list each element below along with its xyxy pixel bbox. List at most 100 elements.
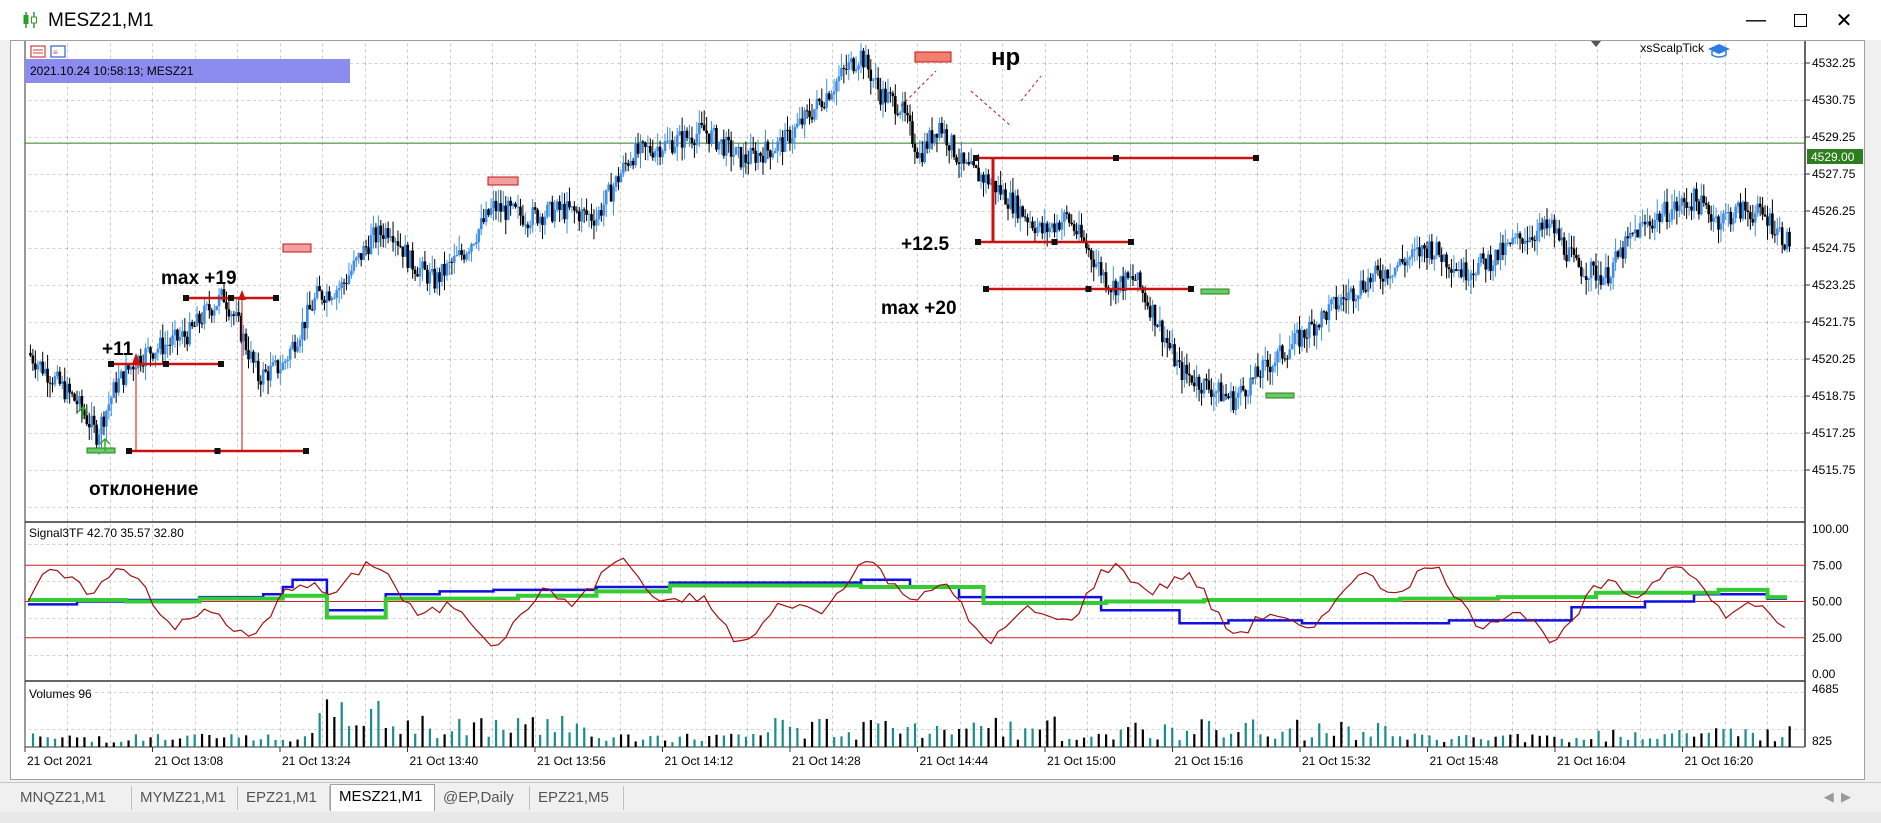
price-tick-label: 4530.75 [1812,93,1856,107]
candle-body [377,225,380,243]
candle-body [1354,299,1358,302]
candle-body [862,50,865,68]
candle-body [499,203,503,212]
volume-bar [252,740,255,747]
tab-mesz21-m1[interactable]: MESZ21,M1 [330,784,435,811]
volume-bar [1097,733,1100,747]
candle-body [325,291,329,303]
volume-bar [641,739,645,747]
candle-body [874,77,877,80]
volume-bar [1207,721,1211,747]
volume-bar [730,733,733,747]
candle-body [1151,304,1154,318]
candle-body [80,396,84,411]
candle-body [724,136,728,156]
candle-body [124,365,128,385]
candle-body [87,424,91,428]
candle-body [712,127,716,131]
candle-body [543,216,547,226]
candle-body [1222,393,1225,402]
close-button[interactable]: ✕ [1824,4,1864,36]
volume-bar [83,737,86,747]
candle-body [1629,232,1632,239]
indicator-label: Signal3TF 42.70 35.57 32.80 [29,526,184,540]
candle-body [274,360,277,363]
volume-bar [1678,730,1681,747]
candle-body [1582,276,1586,278]
candle-body [63,381,67,400]
candle-body [1604,267,1608,278]
maximize-button[interactable] [1780,4,1820,36]
candle-body [1636,229,1639,238]
price-tick-label: 4518.75 [1812,389,1856,403]
minimize-button[interactable]: — [1736,4,1776,36]
candle-body [1325,311,1328,321]
tab-epz21-m1[interactable]: EPZ21,M1 [238,786,330,810]
time-tick-label: 21 Oct 14:28 [792,754,861,768]
candle-body [440,263,444,282]
volume-bar [1244,722,1247,747]
level-plus11-anchor [108,361,114,367]
candle-body [1606,267,1610,284]
candle-body [1712,218,1715,222]
volume-bar [1274,738,1277,747]
candle-body [609,184,613,202]
candle-body [232,314,236,317]
time-tick-label: 21 Oct 13:08 [155,754,224,768]
chart-toolbar-icons[interactable]: ≡ [30,45,66,58]
volume-bar [1391,736,1394,747]
tab-label: EPZ21,M5 [538,789,609,806]
candle-body [389,236,392,238]
candle-body [227,309,231,317]
tab-epz21-m5[interactable]: EPZ21,M5 [530,786,624,810]
candle-body [1447,267,1451,270]
volume-bar [597,738,601,747]
candle-body [1168,343,1171,349]
candle-body [886,92,890,103]
candle-body [1540,222,1544,230]
candle-body [546,204,549,217]
chart-window[interactable]: 4532.25 4530.75 4529.25 4527.75 4526.25 4524.… [10,40,1865,780]
candle-body [943,129,946,134]
volume-bar [715,734,718,747]
candle-body [923,141,926,163]
candle-body [48,382,52,384]
candle-body [1741,201,1745,219]
annotation-max19: max +19 [161,268,237,289]
candle-body [1567,247,1571,262]
candle-body [1241,385,1245,391]
tab-ep-daily[interactable]: @EP,Daily [435,786,530,810]
candle-body [171,335,174,345]
candle-body [1286,358,1289,360]
candle-body [1033,228,1037,234]
tab-mymz21-m1[interactable]: MYMZ21,M1 [132,786,238,810]
candle-body [702,124,706,131]
candle-body [1268,366,1272,373]
candle-body [364,246,368,248]
volume-bar [406,720,409,747]
chart-canvas[interactable]: 4532.25 4530.75 4529.25 4527.75 4526.25 4524.… [11,41,1864,779]
tab-scroll-arrows[interactable]: ◀ ▶ [1823,789,1851,804]
volume-bar [215,738,218,747]
chart-list-icon[interactable] [30,45,46,58]
vertical-scrollbar[interactable] [1866,40,1881,780]
volume-bar [200,734,204,747]
volume-bar [1399,736,1402,747]
candle-body [771,153,775,158]
level-plus11-anchor [163,361,169,367]
candle-body [967,162,971,165]
candle-body [916,151,919,158]
volume-bar [1693,736,1696,747]
candle-body [1768,213,1772,226]
volume-bar [31,733,35,747]
candle-body [1719,223,1723,230]
candle-body [622,162,625,174]
candle-body [303,321,307,329]
candle-body [1653,220,1657,229]
candle-body [1239,385,1243,393]
volume-bar [1354,740,1358,747]
tab-mnqz21-m1[interactable]: MNQZ21,M1 [12,786,132,810]
candle-body [595,219,598,226]
candle-body [952,135,956,158]
chart-objects-icon[interactable] [50,45,66,58]
